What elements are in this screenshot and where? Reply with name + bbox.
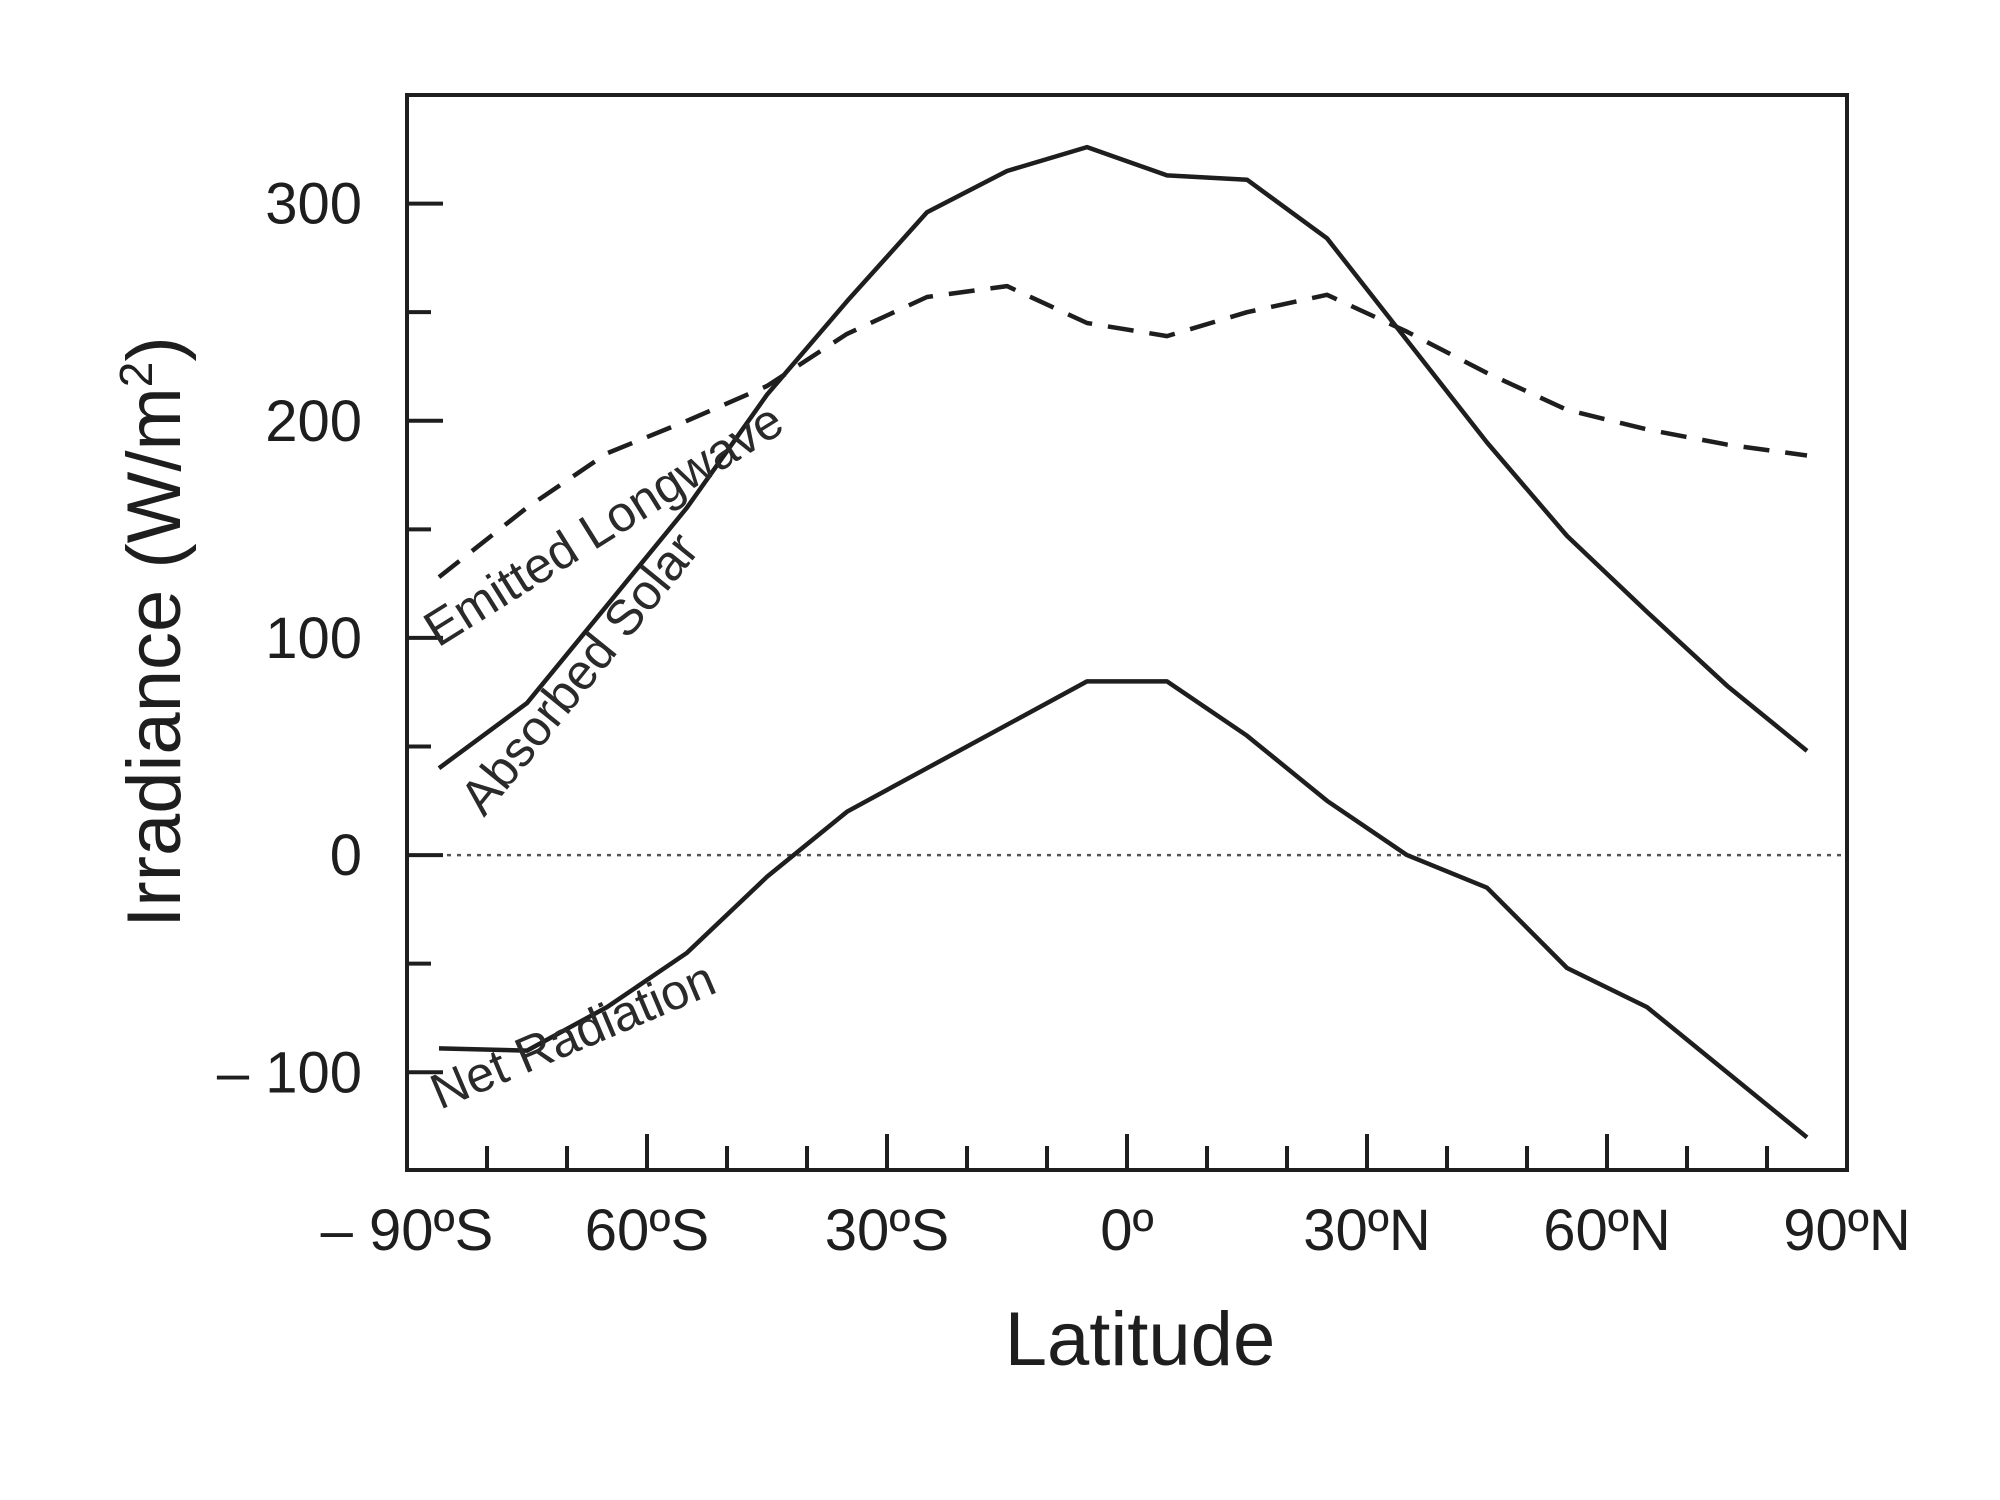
- net-radiation-line: [438, 679, 1809, 1140]
- y-axis-title-close: ): [112, 336, 197, 361]
- y-axis-title-main: Irradiance (W/m: [112, 387, 197, 928]
- x-tick-label: – 90ºS: [321, 1198, 494, 1263]
- axis-ticks: [405, 201, 1849, 1170]
- x-axis-title: Latitude: [1005, 1297, 1275, 1382]
- x-tick-label: 60ºN: [1543, 1198, 1671, 1263]
- x-tick-label: 90ºN: [1783, 1198, 1911, 1263]
- series-lines: [437, 144, 1809, 1140]
- y-axis-title-superscript: 2: [110, 362, 162, 388]
- x-tick-label: 0º: [1100, 1198, 1153, 1263]
- y-tick-label: 100: [265, 606, 362, 671]
- y-tick-label: 0: [330, 823, 362, 888]
- x-tick-label: 30ºS: [825, 1198, 949, 1263]
- y-tick-label: 200: [265, 389, 362, 454]
- y-tick-label: – 100: [217, 1040, 362, 1105]
- x-tick-label: 60ºS: [585, 1198, 709, 1263]
- absorbed-solar-line: [437, 144, 1809, 771]
- series-label-net-radiation: Net Radiation: [422, 950, 723, 1120]
- emitted-longwave-line: [437, 283, 1808, 579]
- y-tick-label: 300: [265, 172, 362, 237]
- y-axis-title: Irradiance (W/m2): [110, 336, 197, 927]
- x-tick-label: 30ºN: [1303, 1198, 1431, 1263]
- axis-tick-labels: – 90ºS 60ºS 30ºS 0º 30ºN 60ºN 90ºN 300 200 100 0 – …: [217, 172, 1911, 1263]
